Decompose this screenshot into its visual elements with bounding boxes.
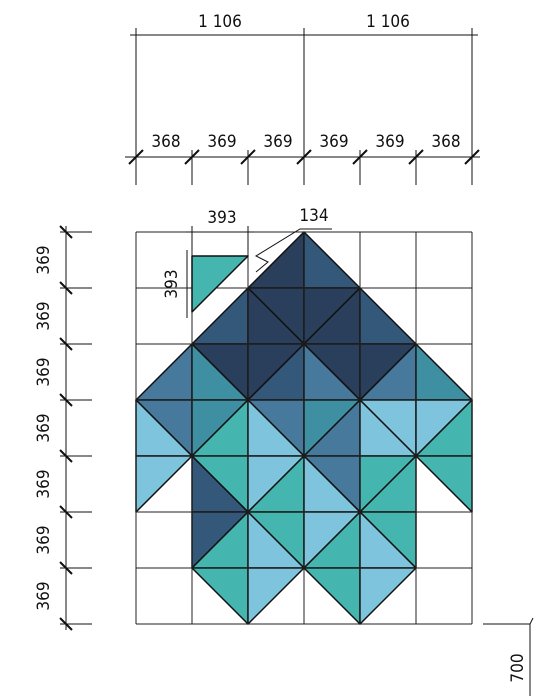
part-dims: 368 369 369 369 369 368: [128, 132, 480, 185]
tick: [464, 149, 480, 165]
tile: [303, 231, 361, 289]
dim-label: 369: [34, 357, 54, 386]
dim-label: 134: [299, 206, 328, 226]
dim-label: 369: [34, 581, 54, 610]
tile: [191, 567, 249, 625]
dim-label: 369: [34, 469, 54, 498]
dim-label: 369: [263, 132, 292, 152]
tick: [352, 149, 368, 165]
tick: [296, 149, 312, 165]
dim-label: 1 106: [366, 12, 410, 32]
tile: [359, 287, 417, 345]
tile: [247, 231, 305, 289]
dim-label: 369: [34, 245, 54, 274]
tile: [247, 567, 305, 625]
tick: [59, 393, 73, 407]
dim-label: 368: [151, 132, 180, 152]
tick: [59, 617, 73, 631]
tile: [303, 567, 361, 625]
dim-label: 700: [508, 653, 528, 682]
tick: [59, 281, 73, 295]
dim-label: 369: [319, 132, 348, 152]
tick: [59, 449, 73, 463]
dim-label: 393: [162, 269, 182, 298]
dim-label: 369: [34, 301, 54, 330]
tick: [184, 149, 200, 165]
tile: [135, 455, 193, 513]
dim-label: 368: [431, 132, 460, 152]
tick: [59, 337, 73, 351]
tick: [59, 561, 73, 575]
tick: [59, 225, 73, 239]
tile: [415, 455, 473, 513]
tile: [359, 567, 417, 625]
dim-label: 369: [375, 132, 404, 152]
tile-pattern: [135, 231, 473, 625]
tick: [408, 149, 424, 165]
dim-label: 369: [34, 413, 54, 442]
dim-label: 369: [34, 525, 54, 554]
tick: [128, 149, 144, 165]
tile: [415, 343, 473, 401]
tile: [135, 343, 193, 401]
tick: [240, 149, 256, 165]
leader-line: [254, 228, 332, 273]
dim-line: [483, 617, 534, 625]
dim-label: 393: [207, 208, 236, 228]
sample-tile: [191, 255, 249, 313]
row-dims: 369 369 369 369 369 369 369: [34, 225, 92, 631]
dim-label: 1 106: [198, 12, 242, 32]
tick: [59, 505, 73, 519]
dim-label: 369: [207, 132, 236, 152]
